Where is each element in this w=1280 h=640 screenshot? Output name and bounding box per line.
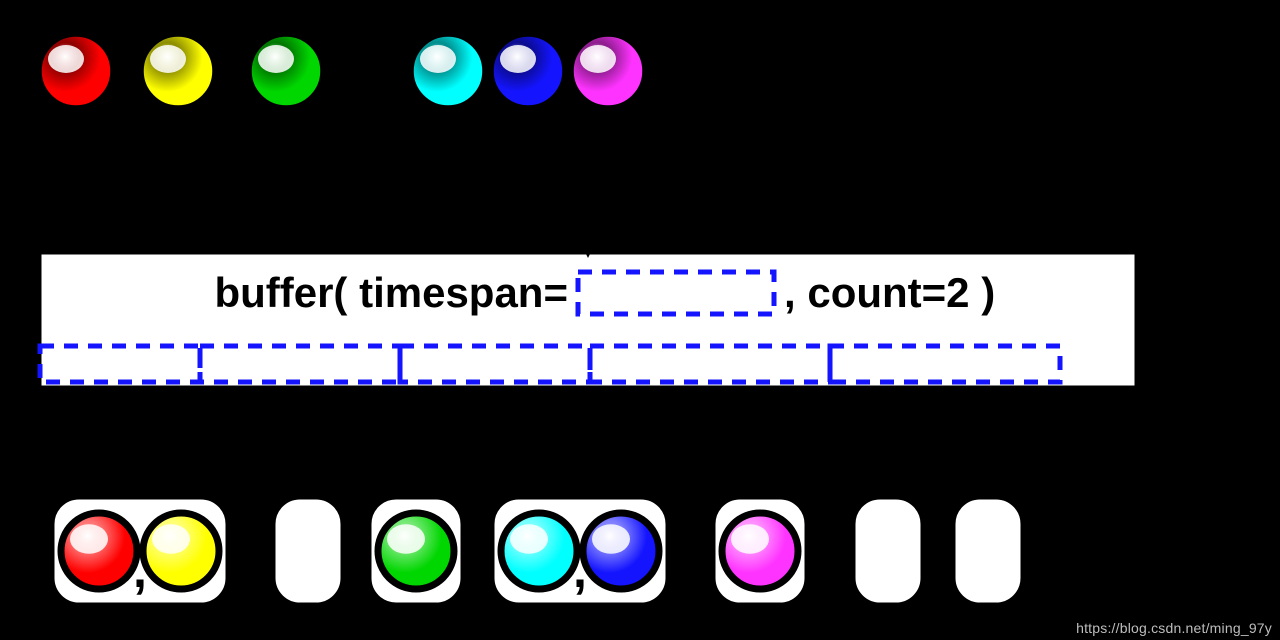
marble-highlight bbox=[731, 524, 769, 554]
marble-highlight bbox=[70, 524, 108, 554]
marble bbox=[492, 35, 564, 107]
marble-highlight bbox=[420, 45, 456, 73]
marble bbox=[412, 35, 484, 107]
marble bbox=[250, 35, 322, 107]
marble-highlight bbox=[580, 45, 616, 73]
marble-diagram: buffer( timespan= , count=2 ),, bbox=[0, 0, 1280, 640]
output-group: , bbox=[491, 496, 669, 606]
marble-highlight bbox=[500, 45, 536, 73]
output-group bbox=[952, 496, 1024, 606]
output-group bbox=[272, 496, 344, 606]
marble-highlight bbox=[150, 45, 186, 73]
output-group bbox=[712, 496, 808, 606]
marble-highlight bbox=[48, 45, 84, 73]
marble-highlight bbox=[152, 524, 190, 554]
marble-highlight bbox=[258, 45, 294, 73]
marble bbox=[40, 35, 112, 107]
operator-label-prefix: buffer( timespan= bbox=[214, 269, 568, 316]
watermark-text: https://blog.csdn.net/ming_97y bbox=[1076, 620, 1272, 636]
marble-highlight bbox=[510, 524, 548, 554]
marble-highlight bbox=[387, 524, 425, 554]
operator-label-suffix: , count=2 ) bbox=[784, 269, 995, 316]
marble-highlight bbox=[592, 524, 630, 554]
marble bbox=[572, 35, 644, 107]
output-group: , bbox=[51, 496, 229, 606]
output-group bbox=[852, 496, 924, 606]
marble bbox=[142, 35, 214, 107]
output-group bbox=[368, 496, 464, 606]
